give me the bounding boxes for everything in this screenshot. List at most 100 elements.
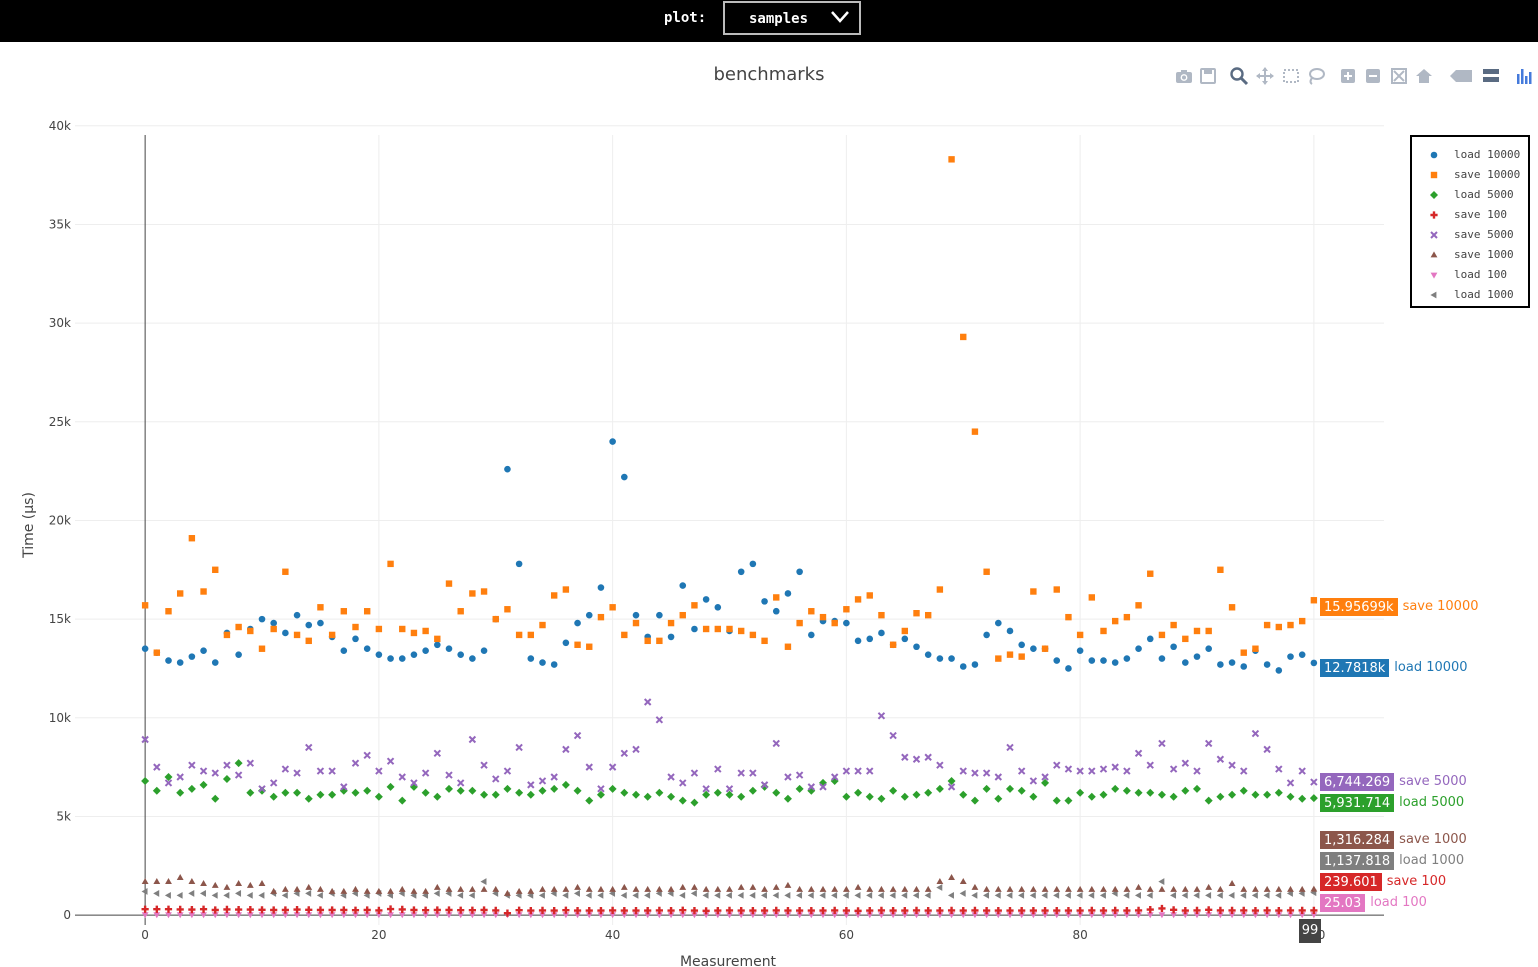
data-point: [971, 661, 979, 668]
data-point: [667, 619, 675, 627]
zoom-icon[interactable]: [1229, 66, 1249, 86]
data-point: [317, 604, 324, 611]
box-select-icon[interactable]: [1281, 66, 1301, 86]
data-point: [983, 891, 990, 899]
data-point: [609, 885, 617, 892]
y-tick-label: 35k: [49, 217, 71, 231]
data-point: [164, 891, 171, 899]
data-point: [643, 792, 652, 801]
legend-item[interactable]: load 1000: [1412, 285, 1528, 305]
spike-lines-icon[interactable]: [1448, 66, 1474, 86]
hover-series-name: load 100: [1370, 895, 1427, 910]
data-point: [573, 890, 580, 897]
legend-item[interactable]: load 10000: [1412, 145, 1528, 165]
data-point: [1228, 912, 1236, 919]
data-point: [141, 912, 149, 919]
data-point: [831, 885, 839, 892]
data-point: [1252, 912, 1259, 919]
data-point: [1146, 635, 1154, 643]
top-bar: plot: samples: [0, 0, 1538, 42]
autoscale-icon[interactable]: [1389, 66, 1409, 86]
data-point: [725, 906, 734, 914]
data-point: [433, 890, 440, 897]
data-point: [819, 613, 827, 621]
data-point: [994, 906, 1002, 915]
data-point: [199, 890, 206, 897]
data-point: [819, 783, 827, 791]
data-point: [620, 906, 628, 915]
data-point: [819, 891, 826, 899]
data-point: [480, 647, 488, 655]
data-point: [434, 641, 441, 649]
data-point: [304, 794, 313, 803]
data-point: [913, 643, 920, 651]
data-point: [352, 623, 359, 631]
data-point: [492, 906, 500, 914]
data-point: [1216, 912, 1224, 919]
data-point: [422, 627, 429, 635]
data-point: [714, 885, 722, 892]
data-point: [433, 883, 441, 890]
data-point: [842, 885, 850, 892]
legend-item[interactable]: save 100: [1412, 205, 1528, 225]
pan-icon[interactable]: [1255, 66, 1275, 86]
data-point: [1298, 912, 1306, 919]
legend-item[interactable]: load 5000: [1412, 185, 1528, 205]
data-point: [211, 912, 219, 919]
data-point: [1041, 906, 1049, 915]
data-point: [398, 773, 406, 781]
x-tick-label: 80: [1072, 928, 1087, 942]
legend-item[interactable]: save 10000: [1412, 165, 1528, 185]
legend-marker: [1430, 251, 1438, 258]
data-point: [223, 761, 231, 769]
data-point: [924, 651, 932, 658]
data-point: [246, 788, 255, 797]
data-point: [1169, 792, 1178, 801]
data-point: [679, 779, 687, 787]
legend-item[interactable]: load 100: [1412, 265, 1528, 285]
legend-marker-icon: [1430, 171, 1438, 179]
lasso-icon[interactable]: [1306, 66, 1326, 86]
data-point: [621, 631, 628, 639]
data-point: [690, 906, 699, 915]
data-point: [878, 611, 885, 619]
reset-axes-icon[interactable]: [1414, 66, 1434, 86]
legend-item[interactable]: save 5000: [1412, 225, 1528, 245]
camera-icon[interactable]: [1174, 66, 1194, 86]
legend-item[interactable]: save 1000: [1412, 245, 1528, 265]
data-point: [620, 788, 629, 797]
data-point: [153, 649, 161, 656]
data-point: [410, 912, 418, 919]
data-point: [691, 912, 698, 919]
data-point: [994, 891, 1001, 899]
compare-hover-icon[interactable]: [1481, 66, 1501, 86]
save-icon[interactable]: [1198, 66, 1218, 86]
data-point: [796, 891, 803, 899]
hover-value-label: 12.7818k: [1319, 658, 1391, 678]
data-point: [1158, 885, 1166, 892]
data-point: [1193, 653, 1201, 660]
data-point: [959, 906, 967, 915]
hover-series-name: load 1000: [1399, 853, 1465, 868]
data-point: [632, 611, 640, 619]
zoom-in-icon[interactable]: [1338, 66, 1358, 86]
data-point: [211, 769, 219, 777]
data-point: [1147, 570, 1154, 577]
zoom-out-icon[interactable]: [1363, 66, 1383, 86]
data-point: [866, 891, 873, 899]
data-point: [936, 906, 944, 915]
data-point: [246, 906, 254, 914]
plot-select-dropdown[interactable]: samples: [723, 1, 861, 35]
data-point: [912, 755, 921, 763]
legend: load 10000 save 10000 load 5000 save 100 sav…: [1410, 135, 1530, 308]
data-point: [1088, 594, 1096, 601]
bar-chart-icon[interactable]: [1515, 66, 1535, 86]
data-point: [889, 885, 897, 892]
data-point: [959, 767, 967, 775]
data-point: [1052, 796, 1061, 805]
data-point: [421, 769, 430, 777]
data-point: [644, 912, 652, 919]
data-point: [386, 782, 395, 791]
data-point: [1251, 790, 1260, 799]
data-point: [1287, 653, 1294, 660]
